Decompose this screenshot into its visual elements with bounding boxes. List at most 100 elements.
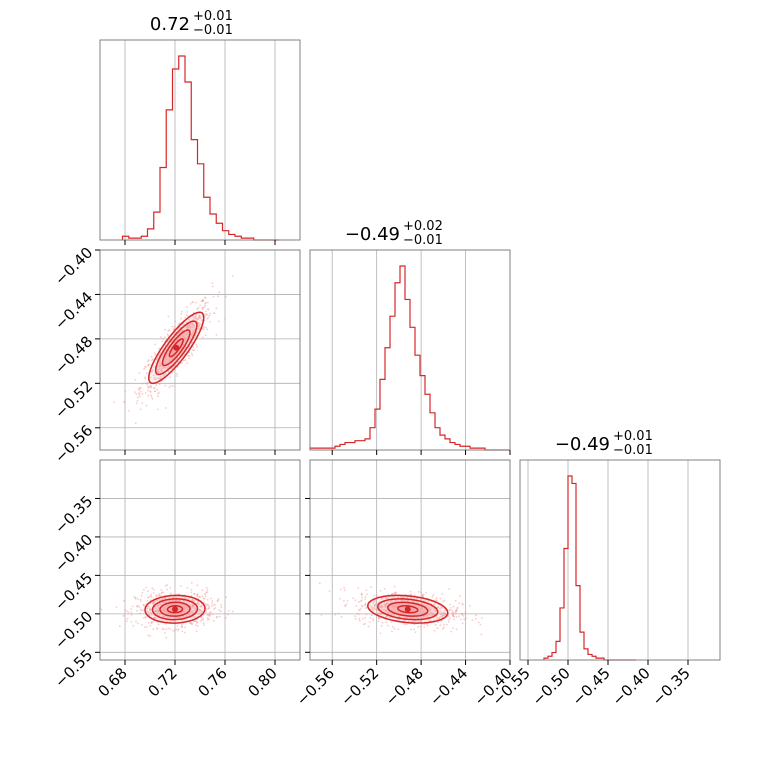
panel-2-1-sample-point [380, 624, 383, 627]
panel-2-0-sample-point [151, 613, 153, 616]
panel-1-0-sample-point [187, 326, 190, 329]
panel-2-1-sample-point [442, 614, 445, 616]
panel-2-1-sample-point [366, 593, 368, 596]
panel-2-0-sample-point [174, 595, 176, 598]
panel-2-0-sample-point [225, 616, 227, 619]
panel-1-0-sample-point [145, 404, 148, 407]
panel-2-0-sample-point [196, 602, 198, 605]
panel-2-1-sample-point [442, 626, 445, 629]
panel-1-0-sample-point [139, 390, 142, 393]
panel-1-0-sample-point [152, 374, 155, 377]
panel-1-0-sample-point [153, 390, 156, 393]
panel-2-1-sample-point [334, 613, 337, 616]
panel-2-0-sample-point [217, 598, 220, 601]
panel-1-0-sample-point [195, 301, 198, 304]
panel-1-0-sample-point [211, 285, 214, 288]
panel-1-0-sample-point [158, 367, 161, 370]
panel-2-1-sample-point [441, 612, 443, 615]
panel-1-0-sample-point [135, 402, 138, 405]
panel-2-1-sample-point [414, 631, 417, 633]
panel-2-1-sample-point [390, 621, 393, 623]
panel-2-0-sample-point [152, 602, 155, 605]
panel-2-1-sample-point [373, 600, 376, 603]
panel-2-0-sample-point [141, 624, 143, 626]
panel-2-1-sample-point [361, 617, 364, 620]
panel-2-0-sample-point [206, 603, 209, 606]
panel-2-0-sample-point [149, 595, 152, 598]
panel-1-0-sample-point [195, 332, 198, 334]
panel-1-0-sample-point [218, 291, 221, 294]
panel-2-0-sample-point [196, 593, 199, 595]
panel-2-0-sample-point [232, 610, 234, 613]
panel-2-0-sample-point [206, 589, 209, 591]
panel-2-1-sample-point [354, 599, 357, 601]
panel-2-1-sample-point [410, 593, 412, 596]
panel-2-1-sample-point [374, 602, 377, 605]
panel-2-1-sample-point [417, 590, 420, 593]
panel-2-1-sample-point [447, 614, 450, 617]
panel-2-1-sample-point [381, 621, 384, 624]
panel-2-1-sample-point [434, 623, 437, 626]
panel-1-0-sample-point [162, 366, 165, 369]
panel-1-0-sample-point [150, 394, 152, 396]
panel-2-0-sample-point [163, 632, 166, 634]
panel-1-0-sample-point [147, 364, 149, 367]
panel-1-0-sample-point [145, 366, 148, 368]
panel-1-0-sample-point [200, 300, 203, 303]
panel-2-0-sample-point [155, 612, 158, 615]
panel-2-0-sample-point [142, 603, 145, 606]
panel-2-1-sample-point [471, 619, 474, 621]
hist-2-xtick-label-1: −0.50 [529, 664, 574, 709]
panel-2-0-sample-point [191, 623, 193, 626]
panel-2-1-sample-point [436, 599, 438, 602]
panel-1-0-sample-point [203, 305, 206, 308]
panel-1-0-sample-point [165, 407, 167, 409]
panel-1-0-sample-point [191, 333, 194, 336]
panel-2-0-sample-point [149, 624, 152, 627]
panel-1-0-sample-point [225, 295, 227, 298]
panel-1-0-sample-point [133, 391, 136, 394]
panel-1-0-sample-point [217, 295, 220, 298]
panel-2-0-sample-point [146, 626, 148, 628]
panel-2-0-sample-point [206, 598, 209, 601]
panel-2-1-sample-point [450, 630, 453, 633]
panel-2-0-sample-point [157, 623, 160, 626]
panel-2-0-sample-point [189, 605, 192, 608]
panel-1-0-sample-point [157, 371, 159, 373]
panel-1-0-sample-point [163, 374, 165, 377]
panel-1-0-sample-point [175, 373, 178, 375]
panel-2-1-sample-point [339, 588, 342, 591]
panel-2-1-sample-point [361, 605, 364, 608]
panel-2-0-sample-point [199, 620, 202, 623]
panel-1-0-sample-point [136, 396, 139, 399]
panel-2-1-sample-point [434, 610, 437, 612]
panel-1-0-sample-point [138, 387, 140, 390]
panel-2-0-sample-point [136, 609, 139, 612]
panel-2-0-sample-point [196, 584, 199, 587]
panel-2-0-sample-point [144, 626, 146, 628]
panel-2-1-sample-point [415, 600, 418, 603]
panel-2-1-sample-point [367, 625, 370, 628]
panel-2-0-sample-point [157, 609, 160, 612]
panel-1-0-sample-point [134, 422, 137, 425]
panel-2-1-sample-point [364, 617, 366, 619]
panel-1-0-sample-point [172, 385, 174, 388]
panel-2-1-sample-point [478, 621, 480, 624]
panel-2-1-sample-point [428, 620, 431, 622]
panel-1-0-sample-point [127, 409, 130, 412]
panel-2-1-sample-point [460, 612, 463, 615]
panel-2-1-sample-point [358, 617, 361, 620]
panel-2-1-sample-point [416, 598, 418, 600]
panel-1-0-sample-point [171, 361, 174, 364]
panel-1-0-sample-point [167, 329, 170, 332]
panel-2-0-sample-point [148, 611, 150, 614]
panel-2-1-sample-point [383, 603, 386, 605]
panel-1-0-ytick-label-0: −0.40 [51, 244, 96, 289]
panel-2-0-sample-point [167, 619, 170, 622]
panel-1-0-sample-point [138, 392, 140, 394]
panel-2-0-sample-point [220, 606, 223, 609]
panel-2-1-sample-point [389, 616, 392, 619]
panel-2-1-sample-point [422, 593, 425, 596]
panel-1-0-sample-point [197, 317, 200, 319]
